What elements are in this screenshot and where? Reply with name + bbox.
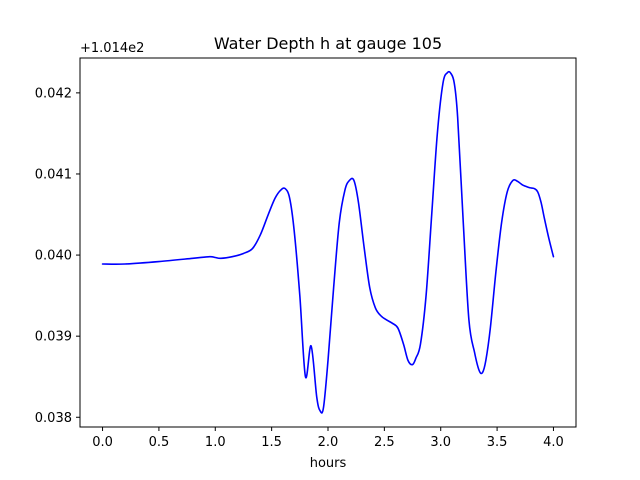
plot-area xyxy=(101,70,555,414)
chart-title: Water Depth h at gauge 105 xyxy=(214,34,442,53)
x-tick-label: 3.5 xyxy=(487,435,508,450)
x-tick-label: 1.5 xyxy=(261,435,282,450)
x-axis-label: hours xyxy=(310,456,347,471)
x-tick-label: 0.0 xyxy=(92,435,113,450)
y-tick-label: 0.040 xyxy=(35,249,72,264)
y-offset-label: +1.014e2 xyxy=(80,41,144,56)
y-tick-label: 0.038 xyxy=(35,411,72,426)
y-axis: 0.038 0.039 0.040 0.041 0.042 xyxy=(35,86,80,426)
series-line xyxy=(101,70,555,414)
x-axis: 0.0 0.5 1.0 1.5 2.0 2.5 3.0 3.5 4.0 xyxy=(92,427,564,450)
y-tick-label: 0.039 xyxy=(35,330,72,345)
y-tick-label: 0.042 xyxy=(35,86,72,101)
x-tick-label: 2.5 xyxy=(374,435,395,450)
x-tick-label: 2.0 xyxy=(318,435,339,450)
x-tick-label: 4.0 xyxy=(543,435,564,450)
x-tick-label: 3.0 xyxy=(430,435,451,450)
y-tick-label: 0.041 xyxy=(35,167,72,182)
x-tick-label: 1.0 xyxy=(205,435,226,450)
x-tick-label: 0.5 xyxy=(149,435,170,450)
